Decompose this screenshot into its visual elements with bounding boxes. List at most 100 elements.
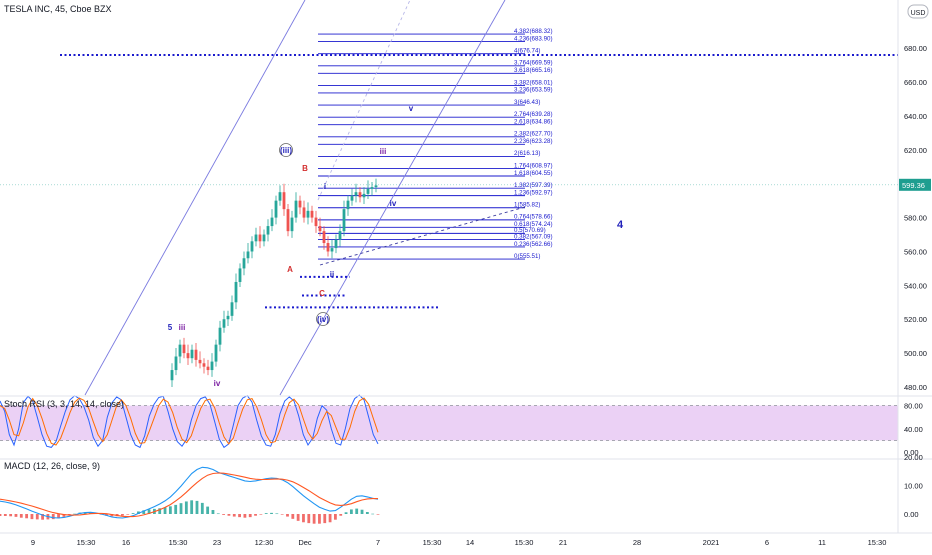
- candle-body: [370, 187, 374, 189]
- macd-histogram-bar: [349, 509, 353, 514]
- wave-label[interactable]: iv: [214, 379, 221, 388]
- wave-label[interactable]: i: [324, 182, 326, 191]
- fib-level-label: 2.764(639.28): [514, 111, 553, 118]
- trend-channel-group[interactable]: [84, 0, 526, 396]
- macd-histogram-bar: [275, 513, 279, 515]
- time-tick-label: 11: [818, 538, 826, 547]
- wave-label[interactable]: (iii): [280, 146, 292, 155]
- macd-histogram-bar: [174, 504, 178, 514]
- macd-histogram-bar: [184, 501, 188, 514]
- candle-body: [290, 217, 294, 232]
- candle-body: [218, 327, 222, 345]
- macd-histogram-bar: [280, 514, 284, 515]
- macd-histogram-bar: [158, 508, 162, 514]
- fib-extension-group[interactable]: 4.382(688.32)4.236(683.90) 4(676.74) 3.764…: [318, 28, 553, 260]
- wave-label-circle: [316, 312, 330, 326]
- candle-body: [190, 349, 194, 359]
- dotted-levels[interactable]: [60, 53, 898, 309]
- channel-lower-line[interactable]: [279, 0, 506, 396]
- price-axis[interactable]: 680.00660.00640.00620.00600.00580.00560.…: [0, 0, 932, 534]
- macd-histogram-bar: [206, 506, 210, 514]
- candle-body: [318, 226, 322, 232]
- macd-tick-label: 10.00: [904, 482, 923, 491]
- macd-histogram-bar: [142, 510, 146, 514]
- fib-level-label: 0.618(574.24): [514, 221, 553, 228]
- candle-body: [230, 302, 234, 316]
- macd-histogram-bar: [360, 509, 364, 514]
- wave-label[interactable]: C: [319, 289, 325, 298]
- macd-histogram-bar: [41, 514, 44, 520]
- wave-label[interactable]: ii: [330, 270, 334, 279]
- candle-body: [178, 344, 182, 357]
- channel-upper-line[interactable]: [84, 0, 306, 396]
- macd-histogram-bar: [259, 514, 263, 515]
- time-tick-label: 15:30: [423, 538, 442, 547]
- wave-label[interactable]: 4: [617, 219, 624, 231]
- wave-label[interactable]: B: [302, 164, 308, 173]
- macd-histogram-bar: [163, 507, 167, 514]
- candle-body: [338, 231, 342, 240]
- candle-body: [210, 361, 214, 371]
- candle-body: [306, 210, 310, 218]
- fib-level-label: 0.764(578.66): [514, 214, 553, 221]
- fib-level-label: 3.618(665.16): [514, 67, 553, 74]
- macd-histogram-bar: [211, 510, 215, 514]
- currency-badge[interactable]: USD: [907, 4, 929, 19]
- time-tick-label: 15:30: [169, 538, 188, 547]
- wave-label[interactable]: v: [409, 104, 414, 113]
- macd-histogram-bar: [307, 514, 311, 524]
- macd-histogram-bar: [302, 514, 305, 523]
- candle-body: [202, 363, 206, 367]
- fib-level-label: 3.764(669.59): [514, 60, 553, 67]
- macd-histogram-bar: [195, 500, 199, 514]
- candle-body: [278, 192, 282, 201]
- time-tick-label: 21: [559, 538, 567, 547]
- time-axis[interactable]: 9 15:30 16 15:30 23 12:30 Dec 7 15:30 14 15:30 21 28…: [31, 538, 886, 547]
- candle-body: [294, 200, 298, 218]
- last-price-badge[interactable]: [899, 178, 931, 191]
- candle-body: [250, 241, 254, 252]
- time-tick-label: Dec: [298, 538, 312, 547]
- wave-label[interactable]: iii: [179, 323, 186, 332]
- time-tick-label: 15:30: [868, 538, 887, 547]
- currency-badge-label: USD: [911, 10, 926, 17]
- candle-body: [334, 239, 338, 249]
- price-tick-label: 620.00: [904, 146, 927, 155]
- fib-level-label: 3.236(653.59): [514, 87, 553, 94]
- stoch-tick-label: 40.00: [904, 425, 923, 434]
- macd-histogram-bar: [248, 514, 252, 518]
- fib-level-label: 1(585.82): [514, 202, 541, 209]
- fib-level-label: 1.618(604.55): [514, 170, 553, 177]
- wave-label[interactable]: A: [287, 265, 293, 274]
- macd-histogram-bar: [232, 514, 236, 517]
- wave-label[interactable]: 5: [168, 323, 173, 332]
- price-tick-label: 500.00: [904, 349, 927, 358]
- macd-histogram-bar: [3, 514, 7, 516]
- time-tick-label: 16: [122, 538, 130, 547]
- candle-body: [214, 344, 218, 362]
- macd-histogram-bar: [296, 514, 300, 521]
- price-candles: [170, 178, 378, 387]
- candle-body: [330, 248, 334, 252]
- time-tick-label: 12:30: [255, 538, 274, 547]
- macd-histogram-bar: [9, 514, 13, 517]
- wave-label[interactable]: (iv): [317, 315, 329, 324]
- candle-body: [342, 209, 346, 232]
- candle-body: [258, 234, 262, 242]
- projection-dotted-line[interactable]: [317, 0, 411, 201]
- macd-histogram-bar: [339, 514, 343, 516]
- macd-histogram-bar: [0, 514, 2, 516]
- stoch-k-line: [0, 394, 379, 449]
- macd-histogram-bar: [19, 514, 23, 518]
- macd-histogram-bar: [254, 514, 257, 516]
- candle-body: [222, 319, 226, 328]
- fib-level-label: 4.236(683.90): [514, 35, 553, 42]
- macd-histogram-bar: [200, 502, 204, 514]
- wave-label[interactable]: iii: [380, 147, 387, 156]
- macd-histogram-bar: [243, 514, 247, 518]
- fib-level-label: 0.236(562.66): [514, 241, 553, 248]
- stoch-tick-label: 0.00: [904, 448, 919, 457]
- wave-label[interactable]: iv: [390, 199, 397, 208]
